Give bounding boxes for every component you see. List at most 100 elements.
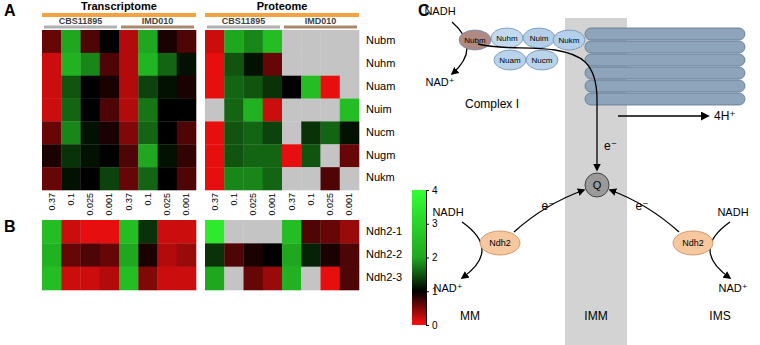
row-label: Nucm bbox=[366, 126, 395, 138]
heatmap-cell bbox=[224, 99, 244, 122]
membrane-arm-subunit bbox=[585, 67, 745, 79]
subunit-label: Nukm bbox=[559, 36, 580, 45]
heatmap-cell bbox=[100, 121, 120, 144]
missing-cell bbox=[321, 30, 341, 53]
column-label: 0.025 bbox=[85, 193, 95, 216]
heatmap-cell bbox=[81, 121, 101, 144]
column-label: 0.37 bbox=[210, 193, 220, 211]
heatmap-cell bbox=[340, 144, 360, 167]
heatmap-cell bbox=[224, 30, 244, 53]
heatmap-cell bbox=[61, 267, 81, 291]
row-label: Nugm bbox=[366, 149, 395, 161]
heatmap-cell bbox=[205, 220, 225, 244]
heatmap-cell bbox=[61, 167, 81, 190]
heatmap-cell bbox=[282, 76, 302, 99]
colorbar bbox=[412, 190, 426, 325]
heatmap-cell bbox=[81, 144, 101, 167]
subgroup-label: IMD010 bbox=[305, 16, 337, 26]
substrate-label: NADH bbox=[717, 206, 748, 218]
colorbar-tick-mark bbox=[426, 190, 429, 191]
subunit-label: Nuam bbox=[499, 56, 521, 65]
heatmap-cell bbox=[321, 76, 341, 99]
heatmap-cell bbox=[205, 76, 225, 99]
heatmap-cell bbox=[119, 53, 139, 76]
colorbar-tick-mark bbox=[426, 224, 429, 225]
heatmap-cell bbox=[119, 121, 139, 144]
missing-cell bbox=[282, 99, 302, 122]
heatmap-cell bbox=[81, 267, 101, 291]
column-label: 0.1 bbox=[229, 193, 239, 206]
heatmap-cell bbox=[138, 53, 158, 76]
heatmap-cell bbox=[177, 53, 197, 76]
heatmap-cell bbox=[158, 99, 178, 122]
heatmap-cell bbox=[177, 30, 197, 53]
heatmap-cell bbox=[177, 243, 197, 267]
heatmap-cell bbox=[138, 121, 158, 144]
quinone bbox=[585, 173, 609, 197]
heatmap-cell bbox=[119, 167, 139, 190]
heatmap-cell bbox=[138, 76, 158, 99]
heatmap-cell bbox=[81, 53, 101, 76]
heatmap-cell bbox=[81, 99, 101, 122]
heatmap-cell bbox=[177, 99, 197, 122]
heatmap bbox=[42, 220, 359, 290]
colorbar-tick-label: 2 bbox=[432, 252, 438, 263]
column-label: 0.1 bbox=[306, 193, 316, 206]
heatmap-cell bbox=[224, 76, 244, 99]
colorbar-tick-label: 4 bbox=[432, 185, 438, 196]
heatmap-cell bbox=[205, 30, 225, 53]
missing-cell bbox=[263, 220, 283, 244]
heatmap-cell bbox=[119, 30, 139, 53]
subgroup-label: CBS11895 bbox=[59, 16, 103, 26]
subgroup-bar bbox=[284, 26, 357, 29]
heatmap-cell bbox=[263, 167, 283, 190]
heatmap-cell bbox=[100, 220, 120, 244]
heatmap-cell bbox=[61, 243, 81, 267]
heatmap-cell bbox=[42, 220, 62, 244]
missing-cell bbox=[244, 220, 264, 244]
heatmap-cell bbox=[263, 144, 283, 167]
heatmap-cell bbox=[100, 167, 120, 190]
reaction-arrow bbox=[710, 222, 730, 278]
heatmap-cell bbox=[263, 267, 283, 291]
heatmap-cell bbox=[321, 267, 341, 291]
heatmap-cell bbox=[205, 243, 225, 267]
heatmap-cell bbox=[61, 53, 81, 76]
heatmap-cell bbox=[282, 267, 302, 291]
panel-label: B bbox=[4, 218, 16, 235]
heatmap-cell bbox=[158, 76, 178, 99]
heatmap-cell bbox=[158, 220, 178, 244]
heatmap-cell bbox=[205, 267, 225, 291]
enzyme-label: Ndh2 bbox=[682, 238, 704, 248]
row-label: Ndh2-2 bbox=[366, 248, 402, 260]
heatmap-cell bbox=[42, 144, 62, 167]
heatmap-cell bbox=[61, 30, 81, 53]
heatmap-cell bbox=[321, 243, 341, 267]
heatmap-cell bbox=[119, 220, 139, 244]
heatmap-cell bbox=[301, 144, 321, 167]
heatmap-cell bbox=[81, 76, 101, 99]
row-label: Ndh2-1 bbox=[366, 225, 402, 237]
heatmap-cell bbox=[138, 99, 158, 122]
heatmap-cell bbox=[100, 267, 120, 291]
substrate-label: NADH bbox=[432, 206, 463, 218]
enzyme bbox=[673, 231, 713, 255]
subunit bbox=[491, 28, 523, 48]
heatmap-cell bbox=[244, 53, 264, 76]
heatmap-cell bbox=[42, 267, 62, 291]
heatmap-cell bbox=[301, 76, 321, 99]
heatmap-cell bbox=[244, 99, 264, 122]
heatmap-cell bbox=[205, 144, 225, 167]
membrane-arm-subunit bbox=[585, 41, 745, 53]
enzyme bbox=[480, 231, 520, 255]
membrane-arm-subunit bbox=[585, 80, 745, 92]
missing-cell bbox=[321, 99, 341, 122]
heatmap-cell bbox=[100, 144, 120, 167]
subunit bbox=[553, 30, 585, 50]
heatmap-cell bbox=[158, 121, 178, 144]
column-label: 0.37 bbox=[47, 193, 57, 211]
heatmap-cell bbox=[340, 267, 360, 291]
heatmap-cell bbox=[100, 76, 120, 99]
heatmap-cell bbox=[81, 30, 101, 53]
heatmap-cell bbox=[138, 30, 158, 53]
